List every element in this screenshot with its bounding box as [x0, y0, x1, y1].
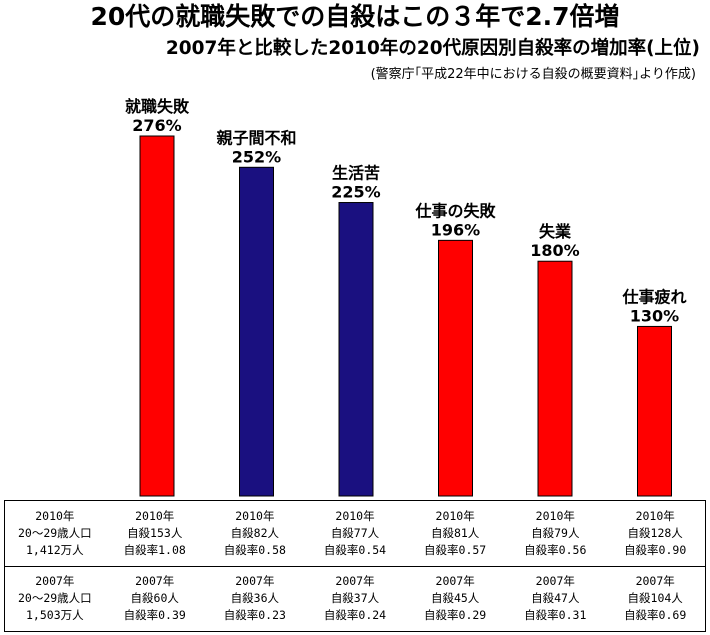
bar-value-label: 130% [630, 306, 679, 325]
bar-5 [637, 325, 672, 497]
bar-1 [239, 166, 274, 497]
table-row-2010: 2010年 20～29歳人口 1,412万人 2010年 自殺153人 自殺率1.08 … [3, 500, 707, 567]
data-table: 2010年 20～29歳人口 1,412万人 2010年 自殺153人 自殺率1.08 … [3, 500, 707, 632]
bar-category-label: 失業 [539, 222, 572, 241]
bar-value-label: 196% [431, 220, 480, 239]
bar-category-label: 親子間不和 [216, 128, 296, 147]
table-cell: 2010年 自殺77人 自殺率0.54 [304, 500, 406, 567]
table-cell: 2010年 自殺79人 自殺率0.56 [505, 500, 606, 567]
bar-2 [338, 202, 374, 497]
chart-subtitle: 2007年と比較した2010年の20代原因別自殺率の増加率(上位) [165, 38, 700, 59]
table-cell: 2007年 自殺36人 自殺率0.23 [204, 565, 305, 632]
table-cell: 2007年 自殺60人 自殺率0.39 [104, 565, 205, 632]
table-cell: 2010年 自殺81人 自殺率0.57 [405, 500, 506, 567]
bar-3 [438, 239, 473, 497]
bar-category-label: 就職失敗 [125, 97, 190, 116]
bar-category-label: 仕事疲れ [621, 287, 686, 306]
chart-title: 20代の就職失敗での自殺はこの３年で2.7倍増 [90, 2, 620, 31]
bar-value-label: 225% [331, 183, 380, 202]
bar-4 [537, 260, 573, 497]
table-cell: 2007年 自殺45人 自殺率0.29 [405, 565, 506, 632]
bar-value-label: 276% [132, 116, 181, 135]
bar-category-label: 仕事の失敗 [414, 201, 496, 220]
source-note: (警察庁｢平成22年中における自殺の概要資料｣より作成) [370, 67, 696, 82]
bar-0 [139, 135, 175, 497]
table-cell: 2007年 自殺104人 自殺率0.69 [605, 565, 707, 632]
bar-chart: 276%就職失敗 252%親子間不和 225%生活苦 196%仕事の失敗 180%失業 1… [125, 97, 687, 497]
table-cell: 2010年 自殺153人 自殺率1.08 [104, 500, 205, 567]
bar-value-label: 252% [232, 147, 281, 166]
table-cell: 2007年 自殺37人 自殺率0.24 [304, 565, 406, 632]
bar-category-label: 生活苦 [332, 164, 380, 183]
table-cell: 2010年 自殺128人 自殺率0.90 [605, 500, 707, 567]
table-cell: 2007年 20～29歳人口 1,503万人 [3, 565, 105, 632]
table-row-2007: 2007年 20～29歳人口 1,503万人 2007年 自殺60人 自殺率0.39 2… [3, 565, 707, 632]
bar-value-label: 180% [530, 241, 579, 260]
table-cell: 2010年 自殺82人 自殺率0.58 [204, 500, 305, 567]
table-cell: 2010年 20～29歳人口 1,412万人 [3, 500, 105, 567]
table-cell: 2007年 自殺47人 自殺率0.31 [505, 565, 606, 632]
